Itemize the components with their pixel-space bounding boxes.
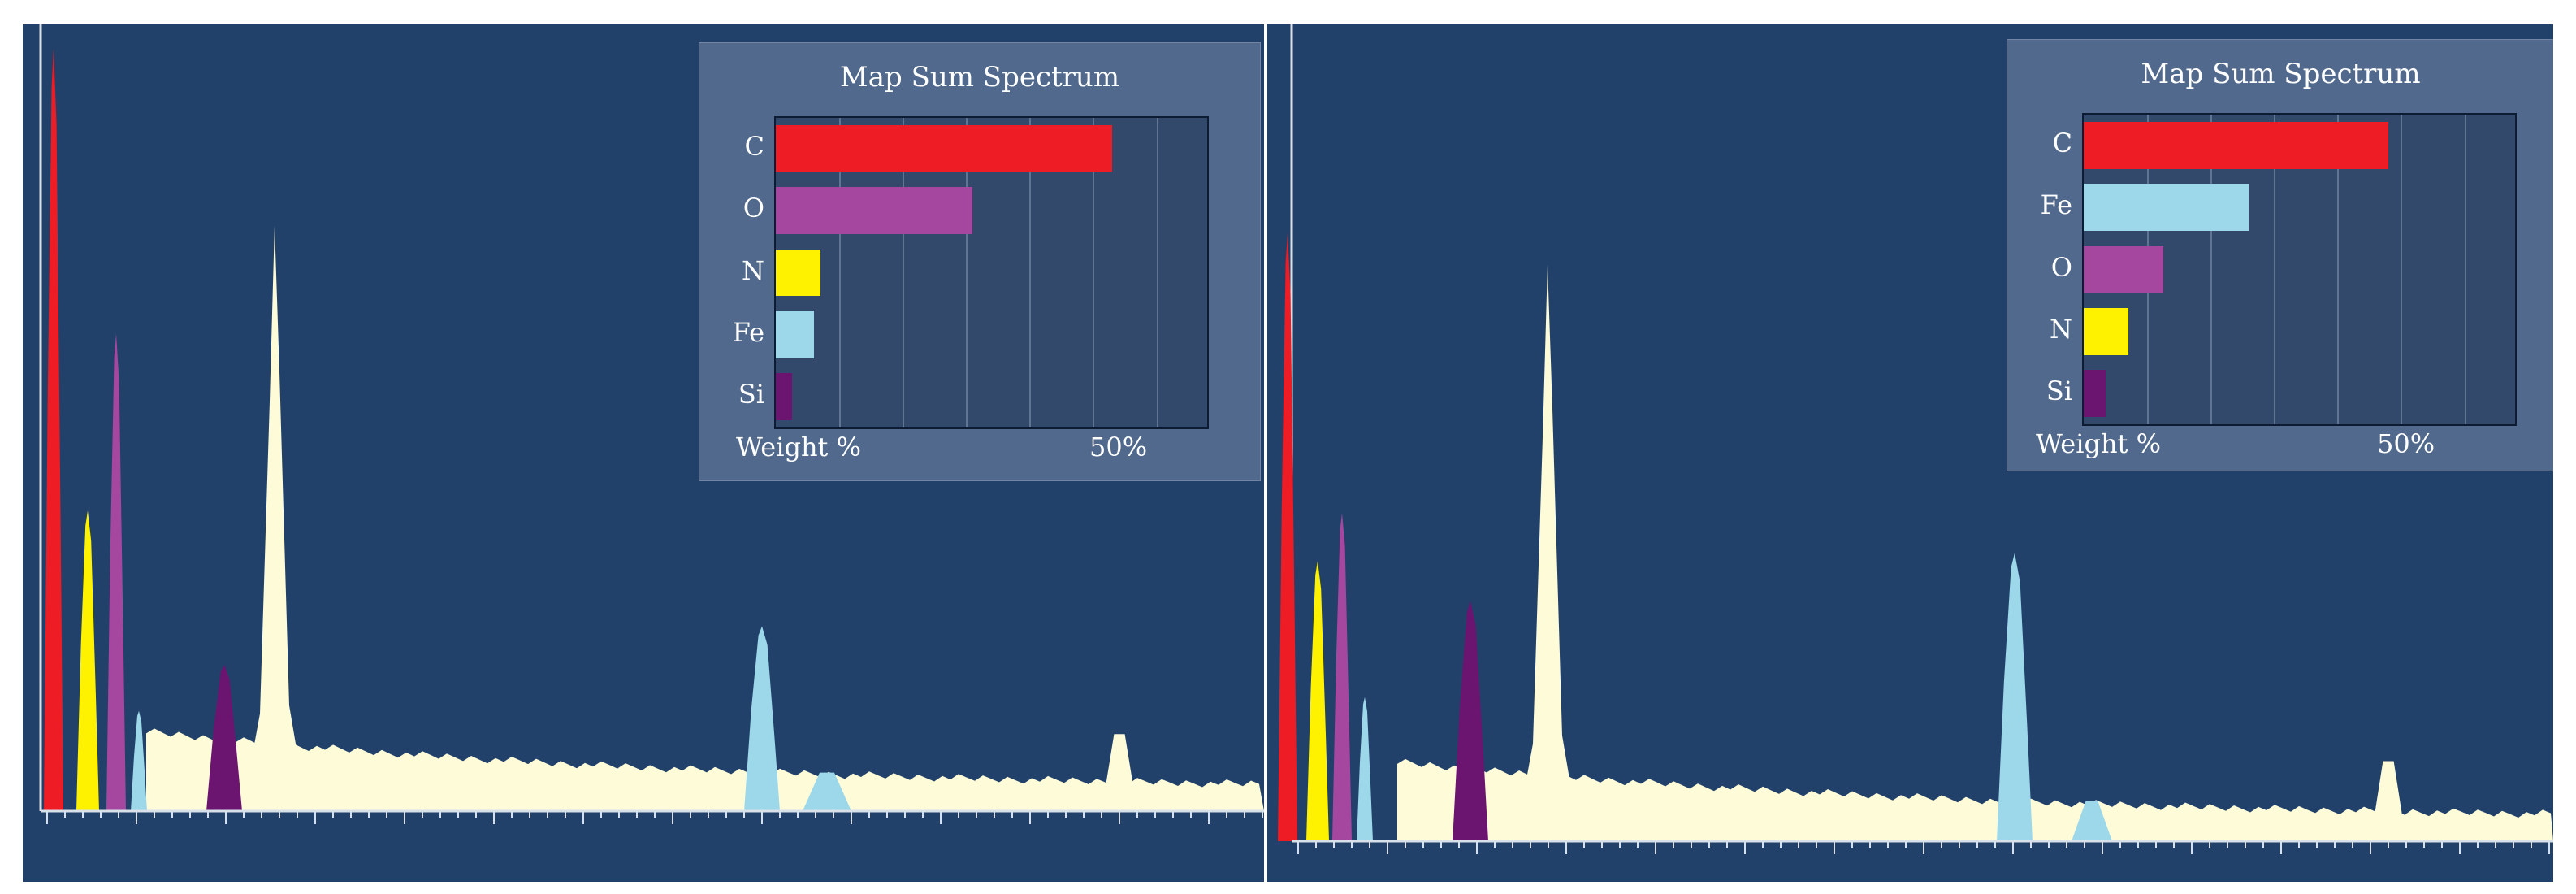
category-label: N (742, 254, 764, 286)
grid-line (903, 118, 905, 427)
bar-o (2084, 245, 2163, 293)
spectrum-peak-fe (1997, 553, 2033, 841)
grid-line (2210, 115, 2213, 424)
x-tick-label: 50% (2377, 428, 2435, 459)
category-label: N (2050, 313, 2072, 345)
spectrum-peak-n (76, 510, 99, 811)
bar-c (776, 125, 1112, 173)
spectrum-peak-fe (1357, 697, 1373, 841)
minor-peak (803, 772, 851, 811)
inset-title: Map Sum Spectrum (839, 61, 1120, 93)
grid-line (2274, 115, 2276, 424)
spectrum-peak-si (1453, 601, 1488, 841)
x-axis-label: Weight % (2036, 428, 2161, 459)
spectrum-panel-right: Map Sum Spectrum Weight % 50% C Fe O N Si (1267, 24, 2553, 882)
bar-n (2084, 307, 2128, 355)
x-tick-label: 50% (1089, 432, 1148, 462)
x-axis-label: Weight % (736, 432, 861, 462)
inset-title: Map Sum Spectrum (2141, 58, 2421, 90)
inset-chart-left: Map Sum Spectrum Weight % 50% C O N Fe Si (699, 42, 1261, 481)
category-label: C (744, 131, 764, 163)
inset-chart-right: Map Sum Spectrum Weight % 50% C Fe O N Si (2007, 39, 2553, 471)
grid-line (1029, 118, 1032, 427)
bar-c (2084, 122, 2388, 170)
category-label: Si (738, 378, 764, 410)
spectrum-peak-n (1306, 561, 1329, 841)
grid-line (2401, 115, 2403, 424)
major-peak (242, 225, 307, 811)
grid-line (2464, 115, 2466, 424)
spectrum-peak-si (206, 664, 242, 811)
grid-line (966, 118, 968, 427)
bar-fe (2084, 184, 2249, 232)
category-label: O (2050, 251, 2072, 283)
spectrum-peak-o (1332, 513, 1352, 841)
minor-peak (2370, 761, 2406, 841)
grid-line (839, 118, 842, 427)
spectrum-peak-fe (131, 710, 147, 811)
minor-peak (2072, 801, 2112, 841)
spectrum-peak-c (44, 48, 63, 812)
bar-plot-area (2082, 113, 2517, 426)
bar-si (2084, 369, 2106, 417)
bar-si (776, 372, 792, 420)
spectrum-peak-fe (744, 626, 780, 811)
grid-line (2337, 115, 2340, 424)
spectrum-peak-c (1278, 232, 1297, 841)
spectrum-peak-o (106, 333, 126, 811)
bar-plot-area (774, 116, 1209, 429)
minor-peak (1102, 734, 1137, 811)
category-label: Si (2046, 375, 2072, 406)
bar-fe (776, 310, 814, 358)
spectrum-plot-right (1278, 24, 2553, 854)
spectrum-plot-left (39, 24, 1264, 824)
category-label: O (742, 193, 764, 224)
grid-line (1156, 118, 1158, 427)
category-label: C (2052, 128, 2072, 159)
bar-n (776, 249, 820, 297)
continuum-background (146, 728, 1264, 811)
category-label: Fe (732, 316, 764, 348)
spectrum-panel-left: Map Sum Spectrum Weight % 50% C O N Fe Si (23, 24, 1264, 882)
major-peak (1515, 264, 1580, 841)
category-label: Fe (2040, 189, 2072, 221)
continuum-background (1397, 758, 2553, 841)
bar-o (776, 187, 973, 235)
grid-line (1093, 118, 1095, 427)
